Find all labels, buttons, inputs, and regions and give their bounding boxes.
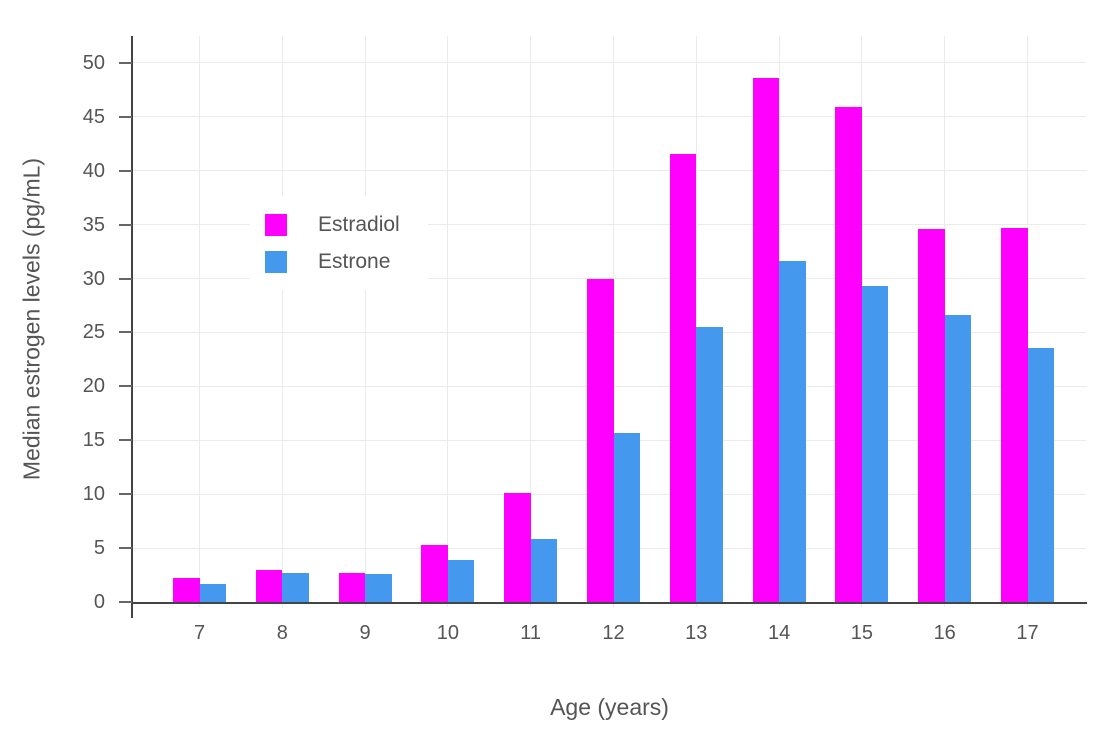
y-gridline <box>133 62 1086 64</box>
x-gridline <box>613 36 614 607</box>
y-tick-label: 5 <box>93 537 105 560</box>
y-tick-label: 25 <box>82 321 105 344</box>
x-tick-label: 7 <box>193 622 206 644</box>
y-gridline <box>133 224 1086 226</box>
x-tick-label: 8 <box>276 622 288 644</box>
legend-label: Estrone <box>318 249 391 273</box>
x-tick-label: 10 <box>436 622 460 644</box>
y-gridline <box>133 116 1086 118</box>
bar-estrone-age-11 <box>530 539 558 602</box>
x-gridline <box>695 36 697 607</box>
bar-estradiol-age-13 <box>669 153 697 602</box>
bar-estradiol-age-7 <box>173 578 200 602</box>
legend-swatch-icon <box>265 213 287 236</box>
y-tick-label: 15 <box>82 429 105 452</box>
y-tick-mark <box>119 439 132 442</box>
y-tick-mark <box>119 115 132 118</box>
bar-estradiol-age-11 <box>504 493 531 602</box>
x-gridline <box>281 36 283 607</box>
y-tick-mark <box>119 493 132 496</box>
bar-estrone-age-13 <box>696 327 723 602</box>
bar-estradiol-age-17 <box>1001 227 1028 602</box>
y-tick-label: 45 <box>82 105 105 128</box>
x-gridline <box>530 36 532 607</box>
y-tick-label: 40 <box>82 159 105 182</box>
bar-estradiol-age-14 <box>752 78 780 602</box>
bar-estradiol-age-16 <box>918 228 945 602</box>
y-gridline <box>133 170 1086 172</box>
y-tick-mark <box>119 169 132 172</box>
bar-estradiol-age-12 <box>587 278 614 602</box>
bar-estrone-age-15 <box>861 286 889 602</box>
x-tick-label: 16 <box>933 622 956 644</box>
bar-estrone-age-10 <box>447 559 475 602</box>
y-tick-mark <box>119 547 132 550</box>
y-tick-mark <box>119 385 132 388</box>
y-tick-label: 50 <box>82 51 105 74</box>
bar-estradiol-age-10 <box>421 544 448 602</box>
y-tick-mark <box>119 223 132 226</box>
y-tick-mark <box>119 277 132 280</box>
y-tick-label: 35 <box>82 213 105 236</box>
x-tick-label: 15 <box>850 622 874 644</box>
y-tick-label: 30 <box>82 267 105 290</box>
bar-estrone-age-16 <box>944 315 972 602</box>
bar-estradiol-age-15 <box>835 107 862 602</box>
bar-estrone-age-9 <box>365 573 392 602</box>
bar-estrone-age-8 <box>282 572 309 602</box>
x-tick-label: 12 <box>602 622 625 644</box>
x-axis-line <box>131 602 1087 604</box>
y-axis-line <box>131 36 133 618</box>
y-tick-mark <box>119 601 132 603</box>
x-tick-label: 9 <box>359 622 371 644</box>
x-gridline <box>447 36 449 607</box>
bar-estradiol-age-9 <box>338 572 366 602</box>
y-tick-label: 0 <box>93 591 105 613</box>
legend-label: Estradiol <box>318 212 400 236</box>
bar-estradiol-age-8 <box>255 569 283 602</box>
legend-swatch-icon <box>265 250 287 273</box>
y-tick-label: 20 <box>82 375 105 398</box>
y-tick-label: 10 <box>82 483 105 506</box>
bar-estrone-age-17 <box>1027 347 1054 602</box>
plot-area: Estradiol Estrone 0 5 10 15 20 25 30 35 40 45 50 7 8 9… <box>83 36 1087 644</box>
legend: Estradiol Estrone <box>250 196 428 290</box>
legend-item-estradiol[interactable]: Estradiol <box>265 206 400 243</box>
bar-estrone-age-7 <box>199 583 226 602</box>
x-tick-label: 13 <box>685 622 708 644</box>
legend-item-estrone[interactable]: Estrone <box>265 243 400 280</box>
x-tick-label: 17 <box>1016 622 1039 644</box>
x-tick-label: 14 <box>767 622 791 644</box>
x-gridline <box>364 36 366 607</box>
x-axis-title: Age (years) <box>550 694 669 720</box>
y-tick-mark <box>119 331 132 334</box>
x-gridline <box>1027 36 1028 607</box>
bar-estrone-age-12 <box>613 432 640 602</box>
x-tick-label: 11 <box>520 622 542 644</box>
bar-estrone-age-14 <box>779 261 806 602</box>
y-tick-mark <box>119 61 132 64</box>
x-gridline <box>199 36 200 607</box>
y-gridline <box>133 278 1086 280</box>
